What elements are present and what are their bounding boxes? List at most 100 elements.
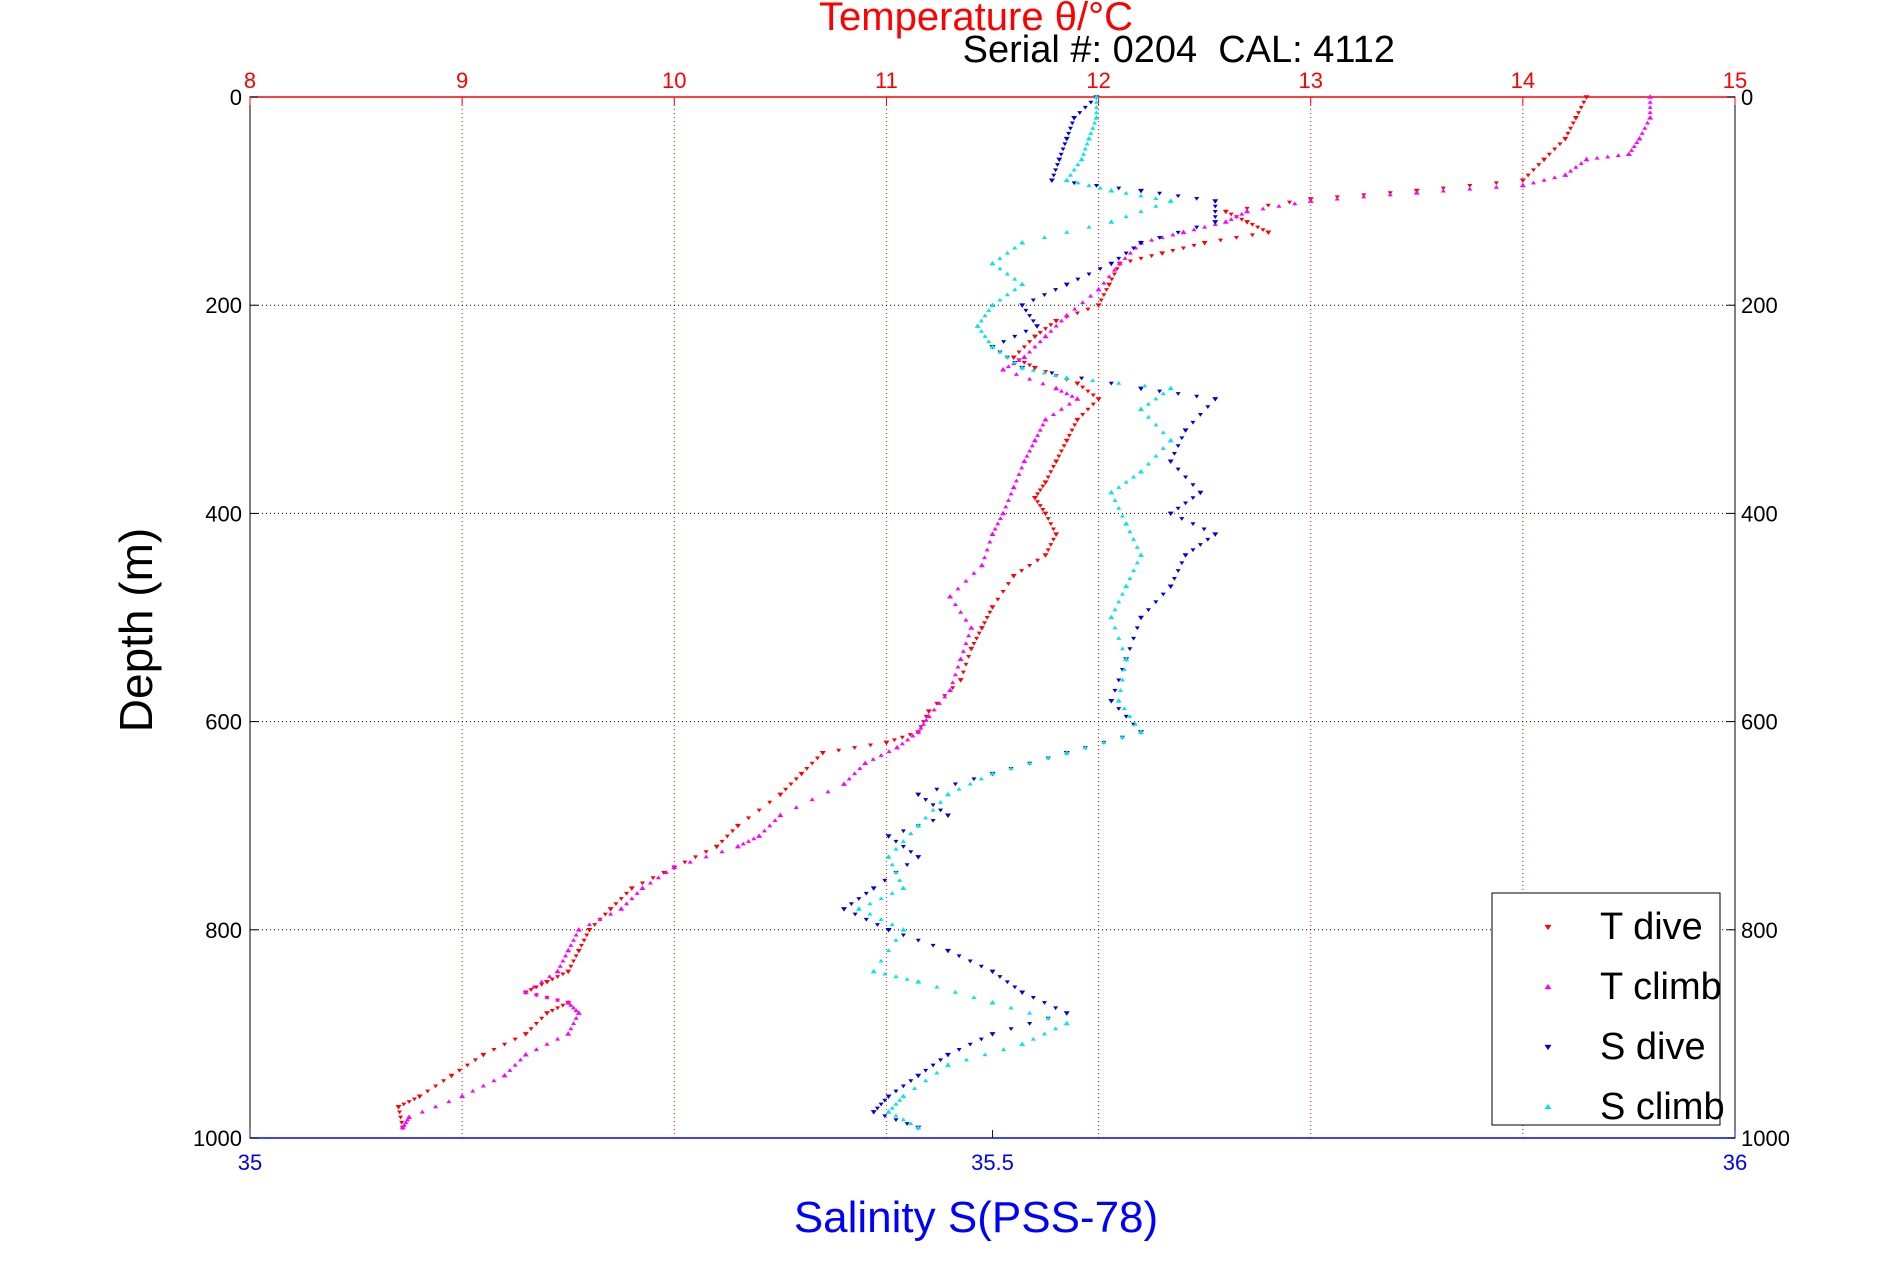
data-point-interp [1008, 491, 1014, 496]
data-point-interp [1123, 714, 1129, 719]
data-point [1074, 417, 1081, 423]
data-point-interp [1578, 105, 1584, 110]
data-point-interp [560, 958, 566, 963]
data-point-interp [1145, 461, 1151, 466]
data-point-interp [952, 990, 958, 994]
data-point-interp [1157, 191, 1163, 196]
data-point-interp [1218, 238, 1224, 243]
data-point-interp [1191, 243, 1197, 248]
legend: T dive T climb S dive S climb [1491, 892, 1725, 1128]
data-point-interp [1145, 414, 1151, 419]
data-point-interp [1077, 111, 1083, 115]
data-point [1071, 116, 1078, 121]
data-point [1048, 178, 1055, 183]
data-point-interp [1085, 407, 1091, 412]
data-point-interp [560, 972, 566, 977]
data-point-interp [602, 912, 608, 917]
data-point-interp [441, 1079, 447, 1083]
data-point-interp [1004, 355, 1010, 359]
depth-tick-label-right: 800 [1741, 918, 1778, 943]
data-point [989, 770, 996, 776]
data-point [915, 792, 922, 798]
series-s-dive [841, 95, 1219, 1131]
data-point-interp [1334, 196, 1340, 201]
data-point [1182, 428, 1189, 433]
data-point-interp [1045, 475, 1051, 480]
data-point-interp [1027, 363, 1033, 368]
data-point-interp [1090, 393, 1096, 398]
data-point-interp [1001, 1047, 1007, 1052]
data-point-interp [963, 578, 969, 583]
data-point-interp [1194, 394, 1200, 399]
data-point-interp [1093, 110, 1099, 115]
data-point-interp [982, 555, 988, 560]
data-point [1021, 354, 1028, 360]
data-point [1031, 365, 1038, 371]
depth-tick-label-left: 600 [205, 710, 242, 735]
data-point [734, 843, 741, 849]
data-point-interp [1149, 237, 1155, 242]
data-point-interp [746, 816, 752, 821]
temperature-axis: 8 9 10 11 12 13 14 15 [244, 68, 1747, 105]
data-point [1063, 375, 1070, 380]
data-point-interp [446, 1099, 452, 1104]
data-point-interp [1440, 186, 1446, 191]
data-point-interp [1127, 259, 1133, 264]
salinity-tick-label: 35 [238, 1150, 262, 1175]
data-point-interp [1037, 427, 1043, 432]
data-point [1562, 136, 1569, 142]
data-point-interp [1086, 183, 1092, 187]
data-point-interp [934, 1070, 940, 1075]
data-point-interp [1191, 227, 1197, 232]
data-point-interp [976, 631, 982, 636]
data-point-interp [624, 901, 630, 906]
data-point-interp [539, 979, 545, 984]
data-point-interp [1004, 292, 1010, 297]
data-point-interp [730, 829, 736, 834]
data-point-interp [1027, 760, 1033, 765]
temp-tick-label: 12 [1086, 68, 1110, 93]
data-point [1647, 115, 1654, 120]
data-point-interp [586, 922, 592, 927]
data-point-interp [1072, 423, 1078, 428]
data-point [1108, 261, 1115, 267]
data-point [1138, 406, 1144, 412]
data-point-interp [930, 1063, 936, 1068]
data-point-interp [397, 1110, 403, 1115]
data-point [1031, 334, 1038, 340]
data-point-interp [693, 855, 698, 860]
data-point-interp [751, 836, 757, 841]
data-point-interp [1084, 141, 1090, 146]
data-point-interp [1067, 172, 1073, 177]
data-point [1042, 480, 1049, 485]
data-point-interp [1122, 256, 1128, 260]
data-point [1108, 187, 1115, 193]
data-point-interp [1119, 677, 1125, 682]
data-point-interp [1233, 214, 1239, 219]
data-point-interp [1040, 381, 1046, 386]
legend-marker [1544, 983, 1552, 990]
data-point [1053, 459, 1060, 465]
data-point-interp [997, 256, 1003, 260]
data-point-interp [517, 1057, 523, 1062]
data-point-interp [878, 753, 884, 757]
data-point-interp [1116, 381, 1122, 385]
data-point-interp [1064, 230, 1070, 234]
data-point-interp [1082, 146, 1088, 151]
data-point-interp [406, 1100, 412, 1104]
data-point-interp [761, 828, 767, 833]
data-point-interp [1050, 412, 1056, 417]
data-point [1115, 698, 1122, 703]
data-point-interp [1101, 280, 1107, 285]
data-point-interp [897, 878, 903, 882]
data-point-interp [1048, 543, 1054, 547]
data-point [1138, 552, 1144, 557]
data-point-interp [1037, 488, 1043, 493]
data-point-interp [401, 1102, 407, 1107]
data-point-interp [1594, 155, 1600, 160]
data-point-interp [663, 870, 669, 875]
temp-tick-label: 9 [456, 68, 468, 93]
data-point-interp [491, 1048, 497, 1052]
data-point-interp [1097, 267, 1103, 272]
